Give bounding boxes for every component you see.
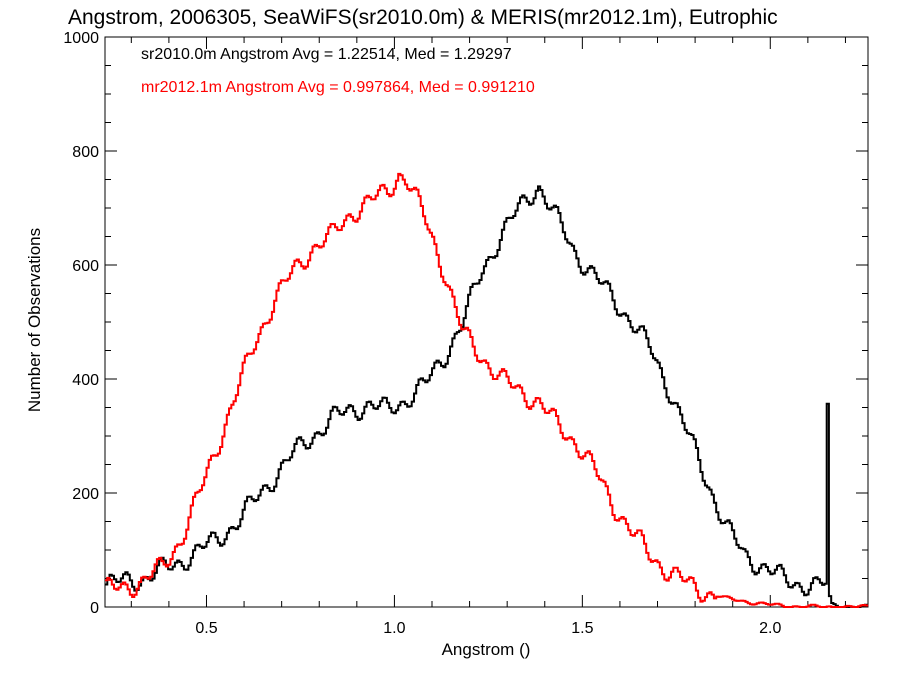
y-tick-label: 200 [72, 486, 99, 503]
y-tick-label: 400 [72, 372, 99, 389]
y-tick-label: 600 [72, 258, 99, 275]
annotation-meris-stats: mr2012.1m Angstrom Avg = 0.997864, Med =… [141, 79, 535, 96]
y-tick-label: 1000 [63, 30, 99, 47]
plot-frame [104, 36, 869, 608]
x-tick-label: 0.5 [195, 620, 217, 637]
series-layer [105, 172, 869, 608]
series-line-mr2012 [105, 172, 869, 608]
x-tick-label: 2.0 [759, 620, 781, 637]
series-line-sr2010 [105, 185, 869, 608]
x-tick-label: 1.0 [383, 620, 405, 637]
annotation-seawifs-stats: sr2010.0m Angstrom Avg = 1.22514, Med = … [141, 46, 512, 63]
y-tick-label: 800 [72, 144, 99, 161]
x-tick-label: 1.5 [571, 620, 593, 637]
x-axis-label: Angstrom () [442, 640, 531, 659]
y-axis-label: Number of Observations [25, 228, 44, 412]
chart-title: Angstrom, 2006305, SeaWiFS(sr2010.0m) & … [68, 6, 778, 29]
y-axis: 0 200 400 600 800 1000 [63, 30, 868, 617]
y-tick-label: 0 [90, 600, 99, 617]
x-axis: 0.5 1.0 1.5 2.0 [130, 37, 846, 637]
